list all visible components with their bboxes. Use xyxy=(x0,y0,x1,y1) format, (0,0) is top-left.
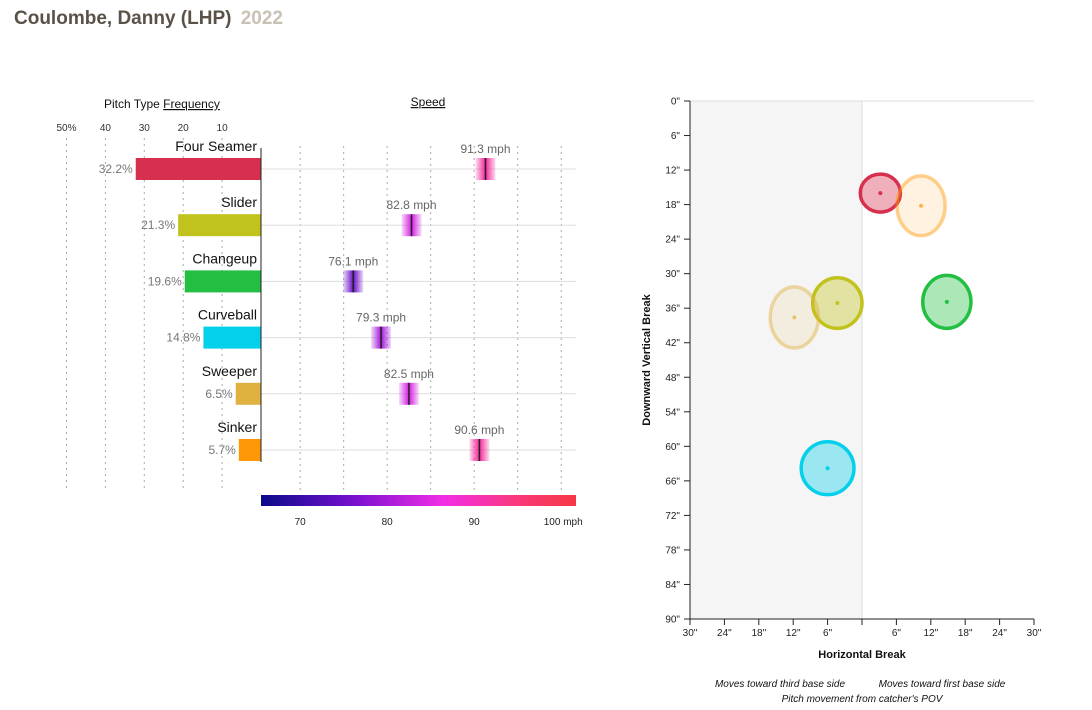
x-tick-label: 18" xyxy=(958,628,973,639)
y-tick-label: 78" xyxy=(665,545,680,556)
pitch-type-label: Changeup xyxy=(192,250,257,266)
frequency-header: Pitch Type Frequency xyxy=(104,97,220,111)
movement-point[interactable]: Slider xyxy=(810,275,864,331)
movement-point[interactable]: Sweeper xyxy=(768,285,821,350)
frequency-bar[interactable] xyxy=(235,382,261,405)
frequency-tick-label: 30 xyxy=(139,123,151,134)
player-name: Coulombe, Danny (LHP) xyxy=(14,8,232,29)
movement-point[interactable]: Four Seamer xyxy=(858,172,903,214)
speed-scale-tick-label: 90 xyxy=(469,517,481,528)
movement-center-dot xyxy=(944,299,949,304)
speed-scale-tick-label: 70 xyxy=(295,517,307,528)
x-tick-label: 6" xyxy=(892,628,902,639)
frequency-header-link[interactable]: Frequency xyxy=(163,97,220,111)
x-tick-label: 24" xyxy=(992,628,1007,639)
page-title: Coulombe, Danny (LHP) 2022 xyxy=(14,8,283,30)
x-tick-label: 24" xyxy=(717,628,732,639)
speed-color-scale xyxy=(261,495,576,506)
frequency-bar[interactable] xyxy=(238,439,261,461)
pitch-type-label: Curveball xyxy=(198,307,257,323)
movement-point[interactable]: Changeup xyxy=(921,273,973,331)
speed-header[interactable]: Speed xyxy=(411,95,446,109)
movement-center-dot xyxy=(792,315,797,320)
first-base-caption: Moves toward first base side xyxy=(879,679,1006,690)
x-tick-label: 18" xyxy=(751,628,766,639)
third-base-side-area xyxy=(690,101,862,619)
speed-value-label: 91.3 mph xyxy=(460,142,510,156)
pitch-type-label: Slider xyxy=(221,194,257,210)
x-tick-label: 30" xyxy=(683,628,698,639)
x-tick-label: 30" xyxy=(1027,628,1042,639)
pitch-row: Four Seamer 32.2% 91.3 mph xyxy=(99,138,576,180)
pitch-movement-chart: 0" 6" 12" 18" 24" 30" 36" 42" 48" 54" 60" 66" 72" 78"… xyxy=(641,97,1042,706)
x-tick-label: 6" xyxy=(823,628,833,639)
frequency-tick-label: 50% xyxy=(56,123,76,134)
pitch-type-label: Four Seamer xyxy=(175,138,257,154)
speed-value-label: 76.1 mph xyxy=(328,254,378,268)
frequency-bar[interactable] xyxy=(135,158,261,180)
frequency-bar[interactable] xyxy=(203,326,261,349)
pitch-row: Changeup 19.6% 76.1 mph xyxy=(148,250,576,293)
speed-value-label: 90.6 mph xyxy=(454,423,504,437)
y-tick-label: 42" xyxy=(665,338,680,349)
y-tick-label: 18" xyxy=(665,200,680,211)
frequency-bar[interactable] xyxy=(178,214,261,237)
pitch-row: Sinker 5.7% 90.6 mph xyxy=(208,419,576,461)
y-tick-label: 30" xyxy=(665,269,680,280)
third-base-caption: Moves toward third base side xyxy=(715,679,846,690)
y-tick-label: 12" xyxy=(665,166,680,177)
movement-center-dot xyxy=(835,301,840,306)
movement-point[interactable]: Curveball xyxy=(799,439,856,497)
movement-center-dot xyxy=(919,203,924,208)
x-tick-label: 12" xyxy=(923,628,938,639)
pitch-row: Slider 21.3% 82.8 mph xyxy=(141,194,576,237)
speed-scale-tick-label: 100 mph xyxy=(544,517,583,528)
pitch-row: Curveball 14.8% 79.3 mph xyxy=(166,307,576,349)
y-tick-label: 66" xyxy=(665,476,680,487)
speed-scale-tick-label: 80 xyxy=(382,517,394,528)
y-tick-label: 48" xyxy=(665,373,680,384)
frequency-tick-label: 20 xyxy=(178,123,190,134)
frequency-value-label: 14.8% xyxy=(166,331,200,345)
pitch-row: Sweeper 6.5% 82.5 mph xyxy=(202,363,576,405)
y-tick-label: 60" xyxy=(665,442,680,453)
y-tick-label: 0" xyxy=(671,97,681,108)
frequency-value-label: 19.6% xyxy=(148,274,182,288)
x-axis-label: Horizontal Break xyxy=(818,649,906,661)
movement-point[interactable]: Sinker xyxy=(895,174,947,238)
season-year: 2022 xyxy=(240,8,284,29)
x-tick-label: 12" xyxy=(786,628,801,639)
pitch-type-label: Sweeper xyxy=(202,363,258,379)
speed-value-label: 82.8 mph xyxy=(387,198,437,212)
frequency-value-label: 32.2% xyxy=(99,162,133,176)
pitch-frequency-speed-chart: 50% 40 30 20 10 Four Seamer 32.2% 91.3 mph Slid… xyxy=(56,95,583,528)
movement-center-dot xyxy=(825,466,830,471)
y-tick-label: 54" xyxy=(665,407,680,418)
y-tick-label: 84" xyxy=(665,580,680,591)
frequency-tick-label: 40 xyxy=(100,123,112,134)
y-tick-label: 36" xyxy=(665,304,680,315)
y-tick-label: 6" xyxy=(671,131,681,142)
frequency-header-prefix: Pitch Type xyxy=(104,97,163,111)
frequency-value-label: 5.7% xyxy=(208,443,236,457)
movement-caption: Pitch movement from catcher's POV xyxy=(782,694,944,705)
y-tick-label: 90" xyxy=(665,615,680,626)
y-tick-label: 24" xyxy=(665,235,680,246)
frequency-value-label: 21.3% xyxy=(141,218,175,232)
frequency-value-label: 6.5% xyxy=(205,387,233,401)
frequency-bar[interactable] xyxy=(184,270,261,293)
movement-center-dot xyxy=(878,191,883,196)
pitch-type-label: Sinker xyxy=(217,419,257,435)
frequency-tick-label: 10 xyxy=(217,123,229,134)
y-axis-label: Downward Vertical Break xyxy=(641,293,653,425)
y-tick-label: 72" xyxy=(665,511,680,522)
speed-value-label: 82.5 mph xyxy=(384,367,434,381)
speed-value-label: 79.3 mph xyxy=(356,311,406,325)
